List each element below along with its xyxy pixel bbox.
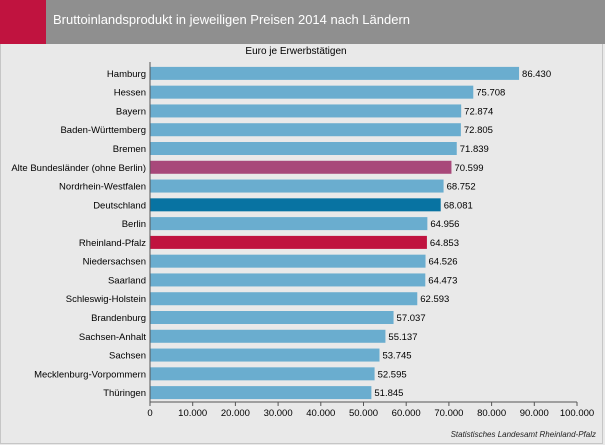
bar-saarland	[150, 273, 426, 287]
value-label-thüringen: 51.845	[374, 388, 403, 399]
bar-bayern	[150, 104, 462, 118]
value-label-baden-württemberg: 72.805	[464, 125, 493, 136]
bar-baden-württemberg	[150, 123, 461, 137]
bar-sachsen-anhalt	[150, 329, 386, 343]
value-label-rheinland-pfalz: 64.853	[430, 238, 459, 249]
category-label-nordrhein-westfalen: Nordrhein-Westfalen	[59, 182, 146, 193]
bar-thüringen	[150, 386, 372, 400]
value-label-nordrhein-westfalen: 68.752	[447, 182, 476, 193]
value-label-saarland: 64.473	[428, 275, 457, 286]
bar-nordrhein-westfalen	[150, 179, 444, 193]
x-tick-label: 50.000	[349, 408, 378, 419]
x-tick-label: 90.000	[520, 408, 549, 419]
x-tick-label: 20.000	[221, 408, 250, 419]
value-label-hamburg: 86.430	[522, 69, 551, 80]
bar-deutschland	[150, 198, 441, 212]
bar-mecklenburg-vorpommern	[150, 367, 375, 381]
category-label-deutschland: Deutschland	[93, 200, 146, 211]
value-label-mecklenburg-vorpommern: 52.595	[378, 369, 407, 380]
value-label-schleswig-holstein: 62.593	[420, 294, 449, 305]
bar-alte-bundesländer-ohne-berlin	[150, 160, 452, 174]
x-tick-label: 60.000	[392, 408, 421, 419]
x-tick-label: 0	[147, 408, 152, 419]
category-label-berlin: Berlin	[122, 219, 146, 230]
header-bar: Bruttoinlandsprodukt in jeweiligen Preis…	[0, 0, 605, 44]
value-label-deutschland: 68.081	[444, 200, 473, 211]
page-title: Bruttoinlandsprodukt in jeweiligen Preis…	[53, 12, 411, 27]
category-label-brandenburg: Brandenburg	[91, 313, 146, 324]
x-tick-label: 70.000	[434, 408, 463, 419]
value-label-sachsen-anhalt: 55.137	[388, 332, 417, 343]
category-label-hessen: Hessen	[114, 88, 146, 99]
category-label-niedersachsen: Niedersachsen	[83, 257, 146, 268]
chart-frame	[0, 44, 603, 444]
category-label-sachsen: Sachsen	[109, 351, 146, 362]
bar-hamburg	[150, 66, 520, 80]
value-label-hessen: 75.708	[476, 88, 505, 99]
bar-brandenburg	[150, 311, 394, 324]
bar-berlin	[150, 217, 428, 231]
value-label-bremen: 71.839	[460, 144, 489, 155]
x-tick-label: 30.000	[264, 408, 293, 419]
bar-sachsen	[150, 348, 380, 362]
category-label-rheinland-pfalz: Rheinland-Pfalz	[79, 238, 146, 249]
category-label-saarland: Saarland	[108, 275, 146, 286]
bar-niedersachsen	[150, 254, 426, 268]
category-label-schleswig-holstein: Schleswig-Holstein	[66, 294, 146, 305]
category-label-bremen: Bremen	[113, 144, 146, 155]
x-tick-label: 100.000	[560, 408, 594, 419]
bar-rheinland-pfalz	[150, 235, 427, 249]
category-label-bayern: Bayern	[116, 106, 146, 117]
value-label-sachsen: 53.745	[382, 351, 411, 362]
value-label-bayern: 72.874	[464, 106, 493, 117]
value-label-brandenburg: 57.037	[397, 313, 426, 324]
category-label-alte-bundesländer-ohne-berlin: Alte Bundesländer (ohne Berlin)	[11, 163, 146, 174]
chart-title: Euro je Erwerbstätigen	[245, 46, 346, 57]
bar-hessen	[150, 85, 474, 99]
bar-bremen	[150, 142, 457, 155]
category-label-mecklenburg-vorpommern: Mecklenburg-Vorpommern	[34, 369, 146, 380]
x-tick-label: 40.000	[306, 408, 335, 419]
x-tick-label: 10.000	[178, 408, 207, 419]
source-note: Statistisches Landesamt Rheinland-Pfalz	[451, 430, 596, 439]
value-label-alte-bundesländer-ohne-berlin: 70.599	[454, 163, 483, 174]
header-accent	[0, 0, 46, 44]
value-label-berlin: 64.956	[430, 219, 459, 230]
category-label-hamburg: Hamburg	[107, 69, 146, 80]
bar-schleswig-holstein	[150, 292, 418, 306]
value-label-niedersachsen: 64.526	[429, 257, 458, 268]
category-label-sachsen-anhalt: Sachsen-Anhalt	[79, 332, 146, 343]
category-label-baden-württemberg: Baden-Württemberg	[60, 125, 146, 136]
x-tick-label: 80.000	[477, 408, 506, 419]
category-label-thüringen: Thüringen	[103, 388, 146, 399]
